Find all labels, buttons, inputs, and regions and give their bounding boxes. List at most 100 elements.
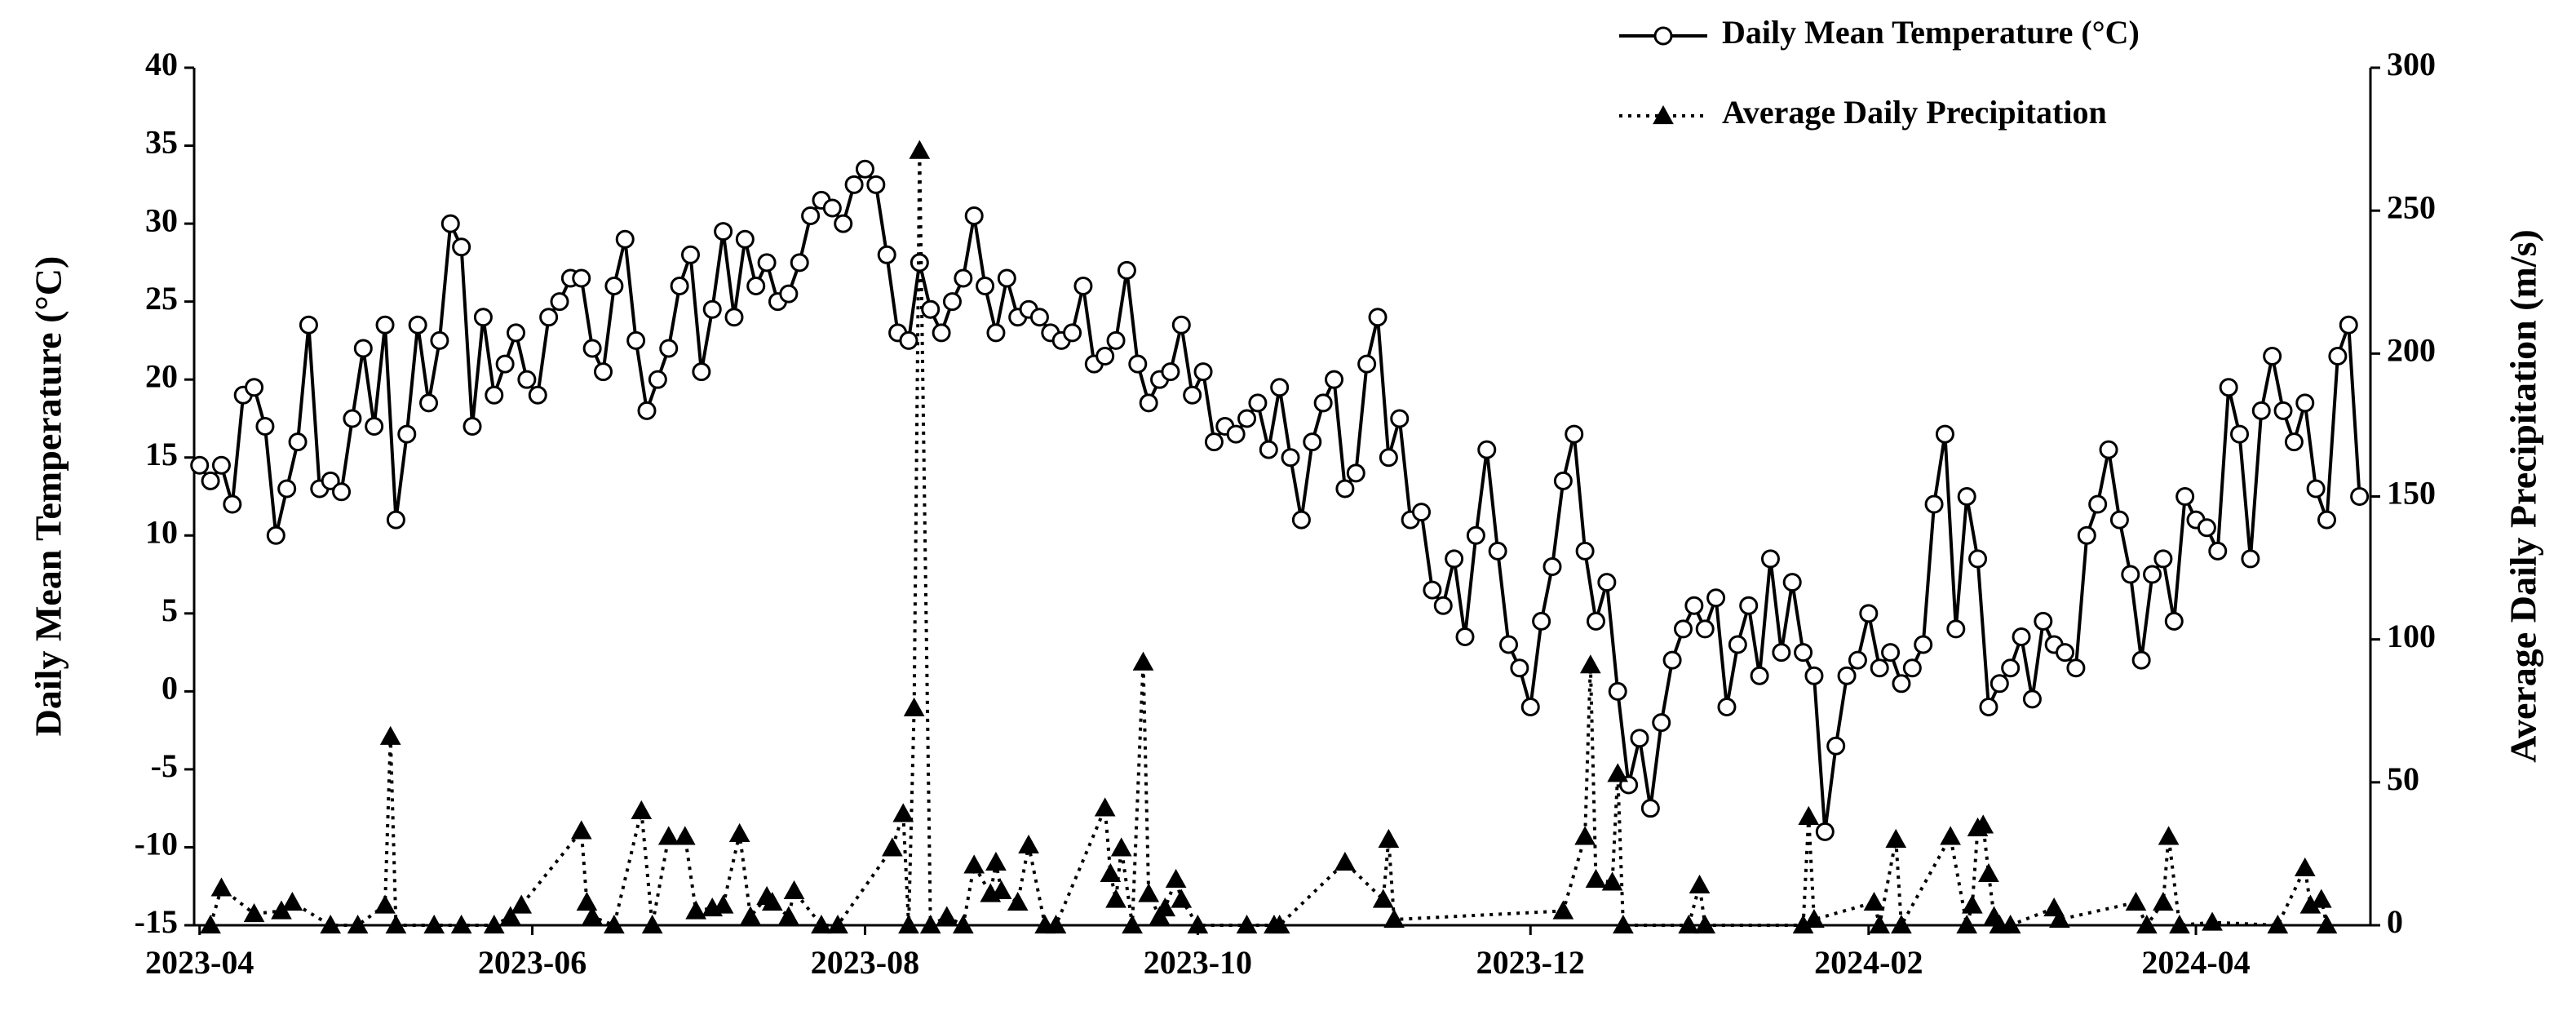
y-tick-label: 5 [162,592,178,628]
data-point [450,914,472,934]
y-tick-label: 30 [145,202,178,238]
data-point [778,906,799,925]
data-point [1859,604,1879,623]
y-tick-label: 20 [145,357,178,394]
data-point [582,906,603,925]
data-point [1122,914,1143,934]
data-point [2049,908,2070,929]
data-point [1334,851,1356,871]
data-point [942,292,962,312]
data-point [1268,914,1290,934]
data-point [2056,643,2075,663]
data-point [321,471,340,490]
data-point [2088,494,2108,514]
data-point [648,370,667,389]
data-point [1565,424,1584,444]
data-point [255,417,275,437]
data-point [604,914,625,934]
data-point [1739,596,1759,615]
data-point [1728,635,1747,654]
data-point [277,479,297,499]
data-point [408,315,427,335]
y-tick-label: -10 [135,826,178,862]
data-point [1423,580,1442,600]
data-point [2306,479,2326,499]
data-point [1794,643,1813,663]
data-point [2197,518,2216,538]
data-point [724,308,744,327]
y-tick-label: 40 [145,46,178,82]
data-point [1291,510,1311,530]
y2-tick-label: 0 [2387,903,2403,940]
data-point [932,323,951,343]
data-point [2284,432,2304,452]
series-line [209,150,2329,931]
data-point [423,914,445,934]
data-point [779,284,799,304]
data-point [1106,330,1126,350]
data-point [1630,729,1649,748]
data-point [1138,883,1160,902]
data-point [1553,471,1573,490]
data-point [1607,763,1629,782]
data-point [952,914,974,934]
x-tick-label: 2023-08 [811,944,919,981]
data-point [2328,347,2348,366]
data-point [954,268,973,288]
data-point [2109,510,2129,530]
data-point [1804,908,1825,929]
data-point [986,323,1006,343]
x-tick-label: 2023-12 [1476,944,1585,981]
data-point [299,315,318,335]
data-point [909,140,931,159]
data-point [1760,549,1780,569]
data-point [659,339,679,358]
data-point [1940,826,1961,845]
data-point [2136,914,2158,934]
data-point [1914,635,1933,654]
data-point [483,914,505,934]
data-point [2219,378,2238,397]
data-point [463,417,482,437]
data-point [1110,837,1132,857]
data-point [365,417,384,437]
data-point [1613,914,1634,934]
data-point [1608,681,1627,701]
data-point [2317,510,2337,530]
data-point [712,894,734,914]
data-point [1498,635,1518,654]
data-point [375,315,395,335]
data-point [783,880,805,900]
data-point [1063,323,1082,343]
data-point [2230,424,2250,444]
data-point [1259,440,1278,459]
data-point [2339,315,2358,335]
data-point [685,900,707,920]
data-point [936,906,958,925]
data-point [822,198,842,218]
data-point [1281,448,1300,468]
data-point [397,424,417,444]
data-point [1236,914,1258,934]
data-point [2158,826,2180,845]
data-point [594,362,613,382]
data-point [898,914,919,934]
data-point [1972,814,1994,834]
data-point [1161,362,1180,382]
data-point [1073,277,1093,296]
data-point [1412,503,1432,522]
data-point [964,206,984,226]
data-point [1597,573,1617,592]
data-point [386,510,405,530]
data-point [1695,619,1715,639]
data-point [2001,658,2021,678]
data-point [539,308,559,327]
data-point [740,906,761,925]
data-point [1018,834,1039,854]
y2-tick-label: 200 [2387,332,2436,369]
data-point [550,292,569,312]
data-point [2164,611,2184,631]
y-axis-title: Daily Mean Temperature (°C) [28,256,69,737]
data-point [1885,828,1907,848]
data-point [1962,894,1983,914]
